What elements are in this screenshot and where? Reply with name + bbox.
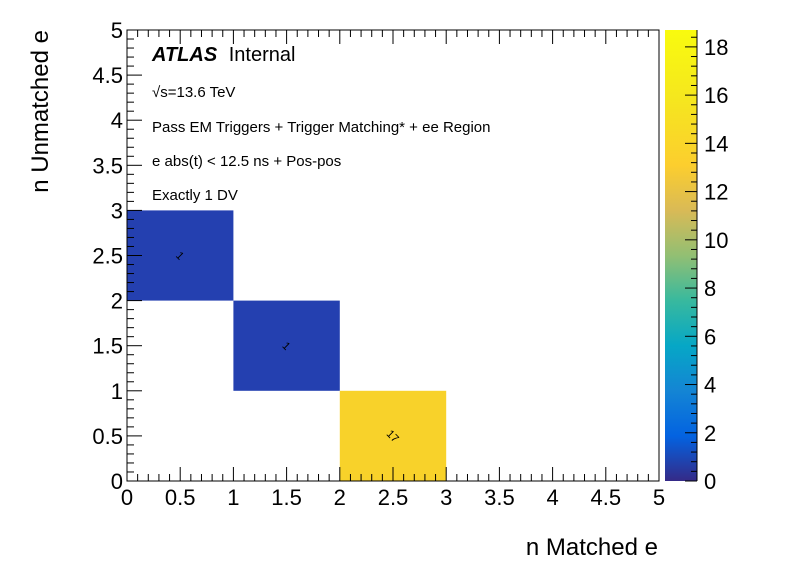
timing-label: e abs(t) < 12.5 ns + Pos-pos bbox=[152, 153, 341, 170]
x-tick-label: 2.5 bbox=[378, 485, 409, 510]
y-tick-label: 0 bbox=[111, 469, 123, 494]
z-tick-label: 0 bbox=[704, 469, 716, 494]
x-axis-label: n Matched e bbox=[526, 534, 658, 561]
x-tick-label: 0.5 bbox=[165, 485, 196, 510]
z-tick-label: 14 bbox=[704, 131, 728, 156]
heatmap-cell bbox=[233, 300, 340, 391]
y-tick-label: 1 bbox=[111, 379, 123, 404]
z-tick-label: 6 bbox=[704, 324, 716, 349]
x-tick-label: 1.5 bbox=[271, 485, 302, 510]
z-tick-label: 10 bbox=[704, 228, 728, 253]
x-tick-label: 3 bbox=[440, 485, 452, 510]
x-tick-label: 4.5 bbox=[591, 485, 622, 510]
x-tick-label: 5 bbox=[653, 485, 665, 510]
y-tick-label: 3 bbox=[111, 198, 123, 223]
selection-label: Pass EM Triggers + Trigger Matching* + e… bbox=[152, 119, 491, 136]
z-tick-label: 4 bbox=[704, 373, 716, 398]
x-axis-ticks: 0 0.5 1 1.5 2 2.5 3 3.5 4 4.5 5 bbox=[121, 30, 665, 510]
heatmap-cell bbox=[339, 390, 447, 481]
y-tick-label: 4 bbox=[111, 108, 123, 133]
y-tick-label: 2 bbox=[111, 289, 123, 314]
energy-value: s=13.6 TeV bbox=[160, 84, 235, 101]
y-tick-label: 1.5 bbox=[92, 334, 123, 359]
x-tick-label: 2 bbox=[334, 485, 346, 510]
energy-label: √s=13.6 TeV bbox=[152, 84, 235, 101]
z-tick-label: 12 bbox=[704, 180, 728, 205]
z-tick-label: 18 bbox=[704, 35, 728, 60]
y-tick-label: 2.5 bbox=[92, 244, 123, 269]
y-tick-label: 3.5 bbox=[92, 153, 123, 178]
z-tick-label: 2 bbox=[704, 421, 716, 446]
x-tick-label: 4 bbox=[546, 485, 558, 510]
atlas-label-line: ATLAS Internal bbox=[151, 44, 295, 66]
color-bar-ticks: 0 2 4 6 8 10 12 14 16 18 bbox=[685, 30, 728, 494]
x-tick-label: 1 bbox=[227, 485, 239, 510]
x-tick-label: 3.5 bbox=[484, 485, 515, 510]
y-axis-ticks: 0 0.5 1 1.5 2 2.5 3 3.5 4 4.5 5 bbox=[92, 18, 142, 494]
atlas-label: ATLAS bbox=[151, 44, 218, 66]
x-tick-label: 0 bbox=[121, 485, 133, 510]
y-axis-label: n Unmatched e bbox=[27, 30, 54, 193]
y-tick-label: 0.5 bbox=[92, 424, 123, 449]
y-tick-label: 4.5 bbox=[92, 63, 123, 88]
dv-label: Exactly 1 DV bbox=[152, 187, 238, 204]
heatmap-cell bbox=[127, 210, 234, 301]
z-tick-label: 8 bbox=[704, 276, 716, 301]
sqrt-symbol: √ bbox=[152, 84, 161, 101]
y-tick-label: 5 bbox=[111, 18, 123, 43]
z-tick-label: 16 bbox=[704, 83, 728, 108]
internal-label: Internal bbox=[229, 44, 296, 66]
